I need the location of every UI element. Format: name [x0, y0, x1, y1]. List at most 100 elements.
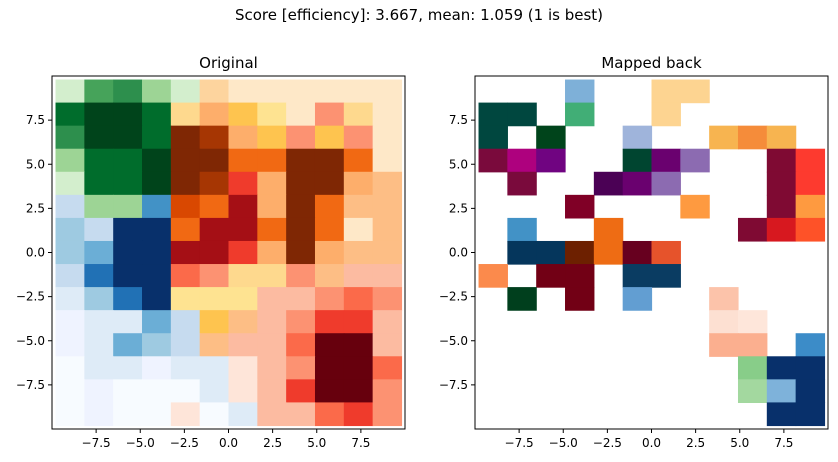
heatmap-cell: [84, 148, 114, 173]
heatmap-cell: [257, 194, 287, 219]
heatmap-cell: [257, 148, 287, 173]
x-tick-label: −7.5: [505, 436, 534, 450]
heatmap-cell: [314, 102, 345, 127]
heatmap-cell: [55, 333, 85, 357]
heatmap-cell: [142, 217, 172, 242]
heatmap-cell: [286, 379, 316, 404]
figure-title: Score [efficiency]: 3.667, mean: 1.059 (…: [234, 6, 604, 24]
heatmap-cell: [314, 79, 345, 104]
heatmap-cell: [55, 125, 85, 150]
heatmap-cell: [286, 356, 316, 380]
heatmap-cell: [113, 125, 143, 150]
heatmap-cell: [651, 264, 681, 288]
y-tick-label: 5.0: [26, 157, 45, 171]
heatmap-cell: [228, 148, 258, 173]
heatmap-cell: [651, 79, 681, 104]
heatmap-cell: [478, 125, 508, 150]
heatmap-cell: [84, 264, 114, 288]
heatmap-cell: [199, 379, 230, 404]
y-tick-label: −7.5: [439, 378, 468, 392]
heatmap-cell: [565, 264, 595, 288]
heatmap-cell: [314, 194, 345, 219]
heatmap-cell: [680, 79, 710, 104]
heatmap-cell: [314, 217, 345, 242]
heatmap-cell: [507, 217, 537, 242]
heatmap-cell: [372, 102, 403, 127]
heatmap-cell: [113, 310, 143, 334]
heatmap-cell: [372, 379, 403, 404]
heatmap-cell: [766, 171, 797, 196]
heatmap-cell: [372, 217, 403, 242]
heatmap-cell: [372, 310, 403, 334]
heatmap-cell: [343, 171, 374, 196]
heatmap-cell: [55, 102, 85, 127]
heatmap-cell: [228, 264, 258, 288]
heatmap-cell: [113, 356, 143, 380]
heatmap-cell: [372, 194, 403, 219]
heatmap-cell: [55, 217, 85, 242]
heatmap-cell: [766, 125, 797, 150]
heatmap-cell: [680, 194, 710, 219]
heatmap-cell: [113, 333, 143, 357]
heatmap-cell: [795, 148, 826, 173]
heatmap-cell: [55, 310, 85, 334]
heatmap-cell: [343, 287, 374, 311]
heatmap-cell: [142, 402, 172, 427]
heatmap-cell: [766, 402, 797, 427]
heatmap-cell: [622, 125, 653, 150]
heatmap-cell: [228, 171, 258, 196]
heatmap-cell: [286, 194, 316, 219]
heatmap-cell: [257, 333, 287, 357]
heatmap-cell: [372, 79, 403, 104]
heatmap-cell: [228, 402, 258, 427]
heatmap-cell: [343, 194, 374, 219]
heatmap-cell: [142, 171, 172, 196]
heatmap-cell: [343, 102, 374, 127]
heatmap-cell: [257, 310, 287, 334]
heatmap-cell: [55, 287, 85, 311]
x-tick-label: 5.0: [730, 436, 749, 450]
heatmap-cell: [199, 217, 230, 242]
heatmap-cell: [766, 356, 797, 380]
heatmap-cell: [795, 356, 826, 380]
heatmap-cell: [142, 240, 172, 265]
heatmap-cell: [343, 240, 374, 265]
heatmap-cell: [199, 287, 230, 311]
heatmap-cell: [113, 148, 143, 173]
heatmap-cell: [343, 125, 374, 150]
heatmap-cell: [795, 379, 826, 404]
heatmap-cell: [651, 102, 681, 127]
heatmap-cell: [766, 194, 797, 219]
heatmap-cell: [286, 287, 316, 311]
heatmap-cell: [170, 310, 201, 334]
heatmap-cell: [314, 379, 345, 404]
heatmap-cell: [170, 171, 201, 196]
heatmap-cell: [228, 240, 258, 265]
x-tick-label: −5.0: [549, 436, 578, 450]
heatmap-cell: [142, 310, 172, 334]
heatmap-cell: [314, 240, 345, 265]
heatmap-cell: [257, 287, 287, 311]
heatmap-cell: [113, 171, 143, 196]
heatmap-cell: [622, 240, 653, 265]
heatmap-cell: [55, 148, 85, 173]
heatmap-cell: [142, 379, 172, 404]
heatmap-cell: [228, 356, 258, 380]
heatmap-cell: [565, 240, 595, 265]
heatmap-cell: [142, 264, 172, 288]
y-tick-label: 0.0: [26, 246, 45, 260]
heatmap-cell: [55, 171, 85, 196]
heatmap-cell: [478, 102, 508, 127]
heatmap-cell: [142, 194, 172, 219]
heatmap-cell: [343, 402, 374, 427]
heatmap-cell: [286, 333, 316, 357]
heatmap-cell: [343, 79, 374, 104]
heatmap-cell: [84, 171, 114, 196]
heatmap-cell: [343, 379, 374, 404]
heatmap-cell: [795, 194, 826, 219]
heatmap-cell: [593, 240, 624, 265]
heatmap-cell: [622, 171, 653, 196]
heatmap-cell: [507, 102, 537, 127]
heatmap-cell: [536, 240, 566, 265]
